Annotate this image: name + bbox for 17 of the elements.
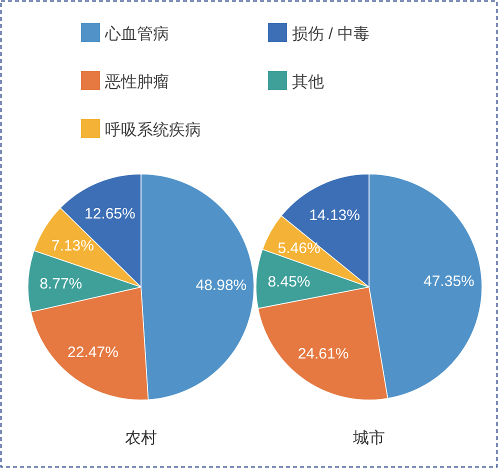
data-label: 22.47% [68,344,118,361]
data-label: 8.45% [268,274,310,291]
legend-label: 恶性肿瘤 [105,74,169,91]
data-label: 24.61% [298,345,349,362]
series-name: 农村 [125,430,157,447]
data-label: 8.77% [40,275,82,292]
legend-label: 损伤 / 中毒 [292,26,370,43]
data-label: 12.65% [84,206,136,223]
legend-label: 呼吸系统疾病 [105,122,201,139]
legend-label: 其他 [292,74,324,91]
data-label: 47.35% [424,272,474,290]
legend-label: 心血管病 [105,26,169,43]
data-label: 5.46% [278,240,320,258]
data-label: 48.98% [196,276,247,294]
data-label: 14.13% [309,207,360,224]
series-name: 城市 [353,430,385,447]
data-label: 7.13% [51,237,94,254]
